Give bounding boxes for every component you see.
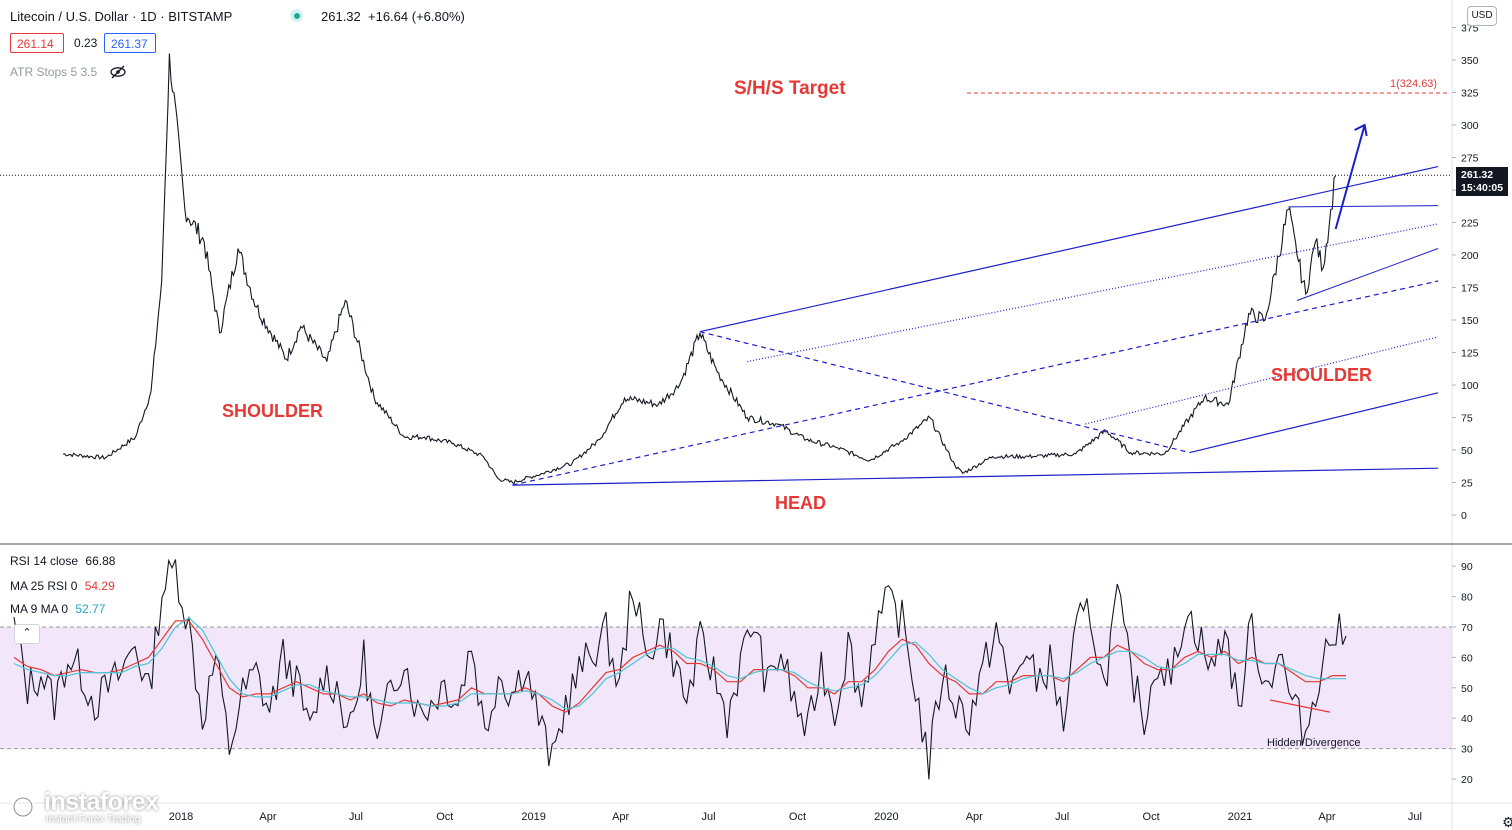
target-annotation: S/H/S Target <box>734 78 846 99</box>
price-tag-value: 261.32 <box>1461 169 1494 181</box>
time-tick-label: Jul <box>349 811 363 823</box>
time-tick-label: Apr <box>1318 811 1335 823</box>
dotted-parallel-lower <box>1085 336 1439 425</box>
chevron-up-icon: ⌃ <box>22 627 32 639</box>
bid-box[interactable]: 261.14 <box>10 33 64 53</box>
collapse-legend-button[interactable]: ⌃ <box>14 624 40 644</box>
last-price: 261.32 <box>321 9 361 24</box>
ma25-value: 54.29 <box>84 579 115 593</box>
atr-stops-label[interactable]: ATR Stops 5 3.5 <box>10 65 98 79</box>
ma9-value: 52.77 <box>75 602 106 616</box>
price-tick-label: 300 <box>1461 120 1479 132</box>
ma9-legend[interactable]: MA 9 MA 0 52.77 <box>10 602 105 616</box>
price-tick-label: 0 <box>1461 510 1467 522</box>
price-tick-label: 175 <box>1461 283 1479 295</box>
rsi-line <box>13 558 1347 780</box>
brand-name: instaforex <box>44 788 159 816</box>
price-tick-label: 200 <box>1461 250 1479 262</box>
head-annotation: HEAD <box>775 493 827 513</box>
ma9-label: MA 9 MA 0 <box>10 602 69 616</box>
price-tick-label: 50 <box>1461 445 1473 457</box>
rsi-tick-label: 60 <box>1461 652 1473 664</box>
rsi-label: RSI 14 close <box>10 554 79 568</box>
head-diagonal-dashed <box>699 331 1190 454</box>
divergence-label: Hidden Divergence <box>1267 737 1361 749</box>
price-tick-label: 125 <box>1461 348 1479 360</box>
price-pane[interactable] <box>0 53 1452 486</box>
rsi-legend[interactable]: RSI 14 close 66.88 <box>10 554 115 568</box>
time-tick-label: Oct <box>789 811 806 823</box>
settings-gear-icon[interactable]: ⚙ <box>1502 814 1512 830</box>
time-tick-label: Oct <box>1143 811 1160 823</box>
rsi-tick-label: 20 <box>1461 774 1473 786</box>
neckline-bottom <box>512 467 1439 486</box>
currency-button[interactable]: USD <box>1467 6 1497 26</box>
time-tick-label: 2021 <box>1228 811 1252 823</box>
symbol-title[interactable]: Litecoin / U.S. Dollar · 1D · BITSTAMP <box>10 9 233 24</box>
hidden-eye-icon[interactable] <box>109 64 127 80</box>
time-tick-label: Apr <box>966 811 983 823</box>
rsi-tick-label: 80 <box>1461 592 1473 604</box>
last-price-tag: 261.32 15:40:05 <box>1456 167 1508 196</box>
channel-top <box>699 166 1439 333</box>
projection-arrow-shaft <box>1334 124 1366 230</box>
projection-arrow-head <box>1354 123 1368 137</box>
target-level-label: 1(324.63) <box>1390 78 1438 90</box>
channel-low <box>1189 392 1439 454</box>
price-tag-countdown: 15:40:05 <box>1461 182 1504 194</box>
rsi-tick-label: 90 <box>1461 561 1473 573</box>
time-tick-label: Jul <box>702 811 716 823</box>
ma25-legend[interactable]: MA 25 RSI 0 54.29 <box>10 579 115 593</box>
price-tick-label: 150 <box>1461 315 1479 327</box>
median-dashed-line <box>512 280 1439 486</box>
rsi-pane[interactable] <box>0 558 1452 780</box>
flag-bottom <box>1296 248 1439 301</box>
ask-box[interactable]: 261.37 <box>104 33 156 53</box>
rsi-tick-label: 40 <box>1461 713 1473 725</box>
price-tick-label: 350 <box>1461 55 1479 67</box>
time-tick-label: 2020 <box>874 811 898 823</box>
price-series-line <box>63 53 1337 485</box>
flag-top <box>1288 205 1439 208</box>
dotted-parallel-upper <box>747 223 1439 363</box>
price-tick-label: 275 <box>1461 153 1479 165</box>
price-tick-label: 225 <box>1461 218 1479 230</box>
left-shoulder-annotation: SHOULDER <box>222 401 324 421</box>
price-tick-label: 325 <box>1461 88 1479 100</box>
market-status-icon <box>290 9 303 22</box>
time-tick-label: Apr <box>259 811 276 823</box>
time-tick-label: Apr <box>612 811 629 823</box>
rsi-tick-label: 30 <box>1461 744 1473 756</box>
time-tick-label: Jul <box>1408 811 1422 823</box>
time-tick-label: Jul <box>1055 811 1069 823</box>
right-shoulder-annotation: SHOULDER <box>1271 365 1373 385</box>
spread: 0.23 <box>74 36 98 50</box>
brand-tagline: Instant Forex Trading <box>46 814 141 825</box>
gear-logo-icon <box>7 791 39 823</box>
instaforex-logo: instaforex Instant Forex Trading <box>6 788 180 828</box>
divergence-line <box>1269 699 1331 713</box>
rsi-tick-label: 70 <box>1461 622 1473 634</box>
price-tick-label: 100 <box>1461 380 1479 392</box>
time-tick-label: 2019 <box>521 811 545 823</box>
rsi-ma9-line <box>13 617 1346 710</box>
price-tick-label: 25 <box>1461 478 1473 490</box>
time-tick-label: Oct <box>436 811 453 823</box>
price-change: +16.64 (+6.80%) <box>368 9 465 24</box>
time-tick-label: 2018 <box>169 811 193 823</box>
ma25-label: MA 25 RSI 0 <box>10 579 78 593</box>
price-tick-label: 75 <box>1461 413 1473 425</box>
rsi-value: 66.88 <box>85 554 116 568</box>
rsi-tick-label: 50 <box>1461 683 1473 695</box>
rsi-ma25-line <box>13 620 1346 713</box>
